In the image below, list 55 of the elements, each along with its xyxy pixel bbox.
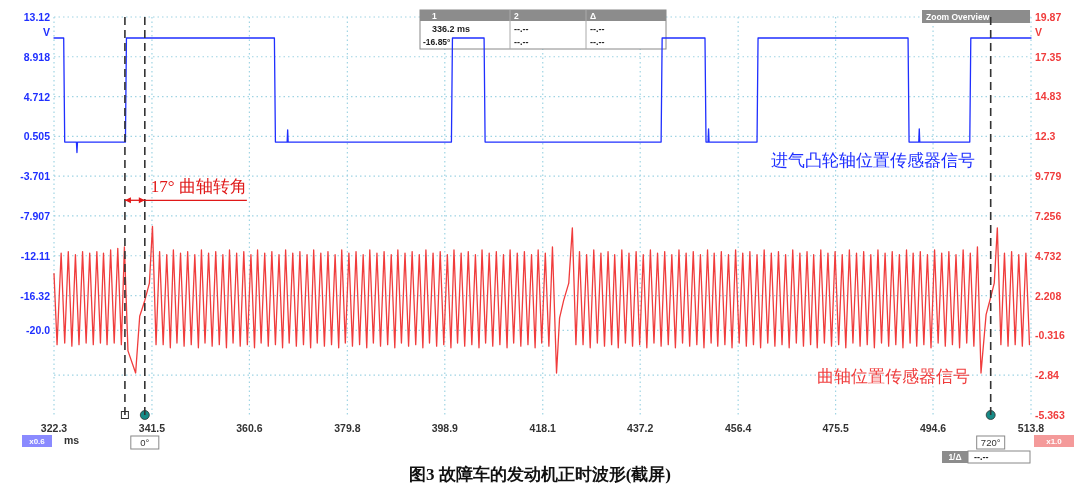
text: --.-- [974, 452, 989, 462]
x-tick-label: 513.8 [1017, 422, 1045, 434]
annotation: --.-- [514, 37, 529, 47]
text: x0.6 [29, 437, 46, 446]
y2-tick-label: -2.84 [1035, 369, 1060, 382]
text: 720° [980, 437, 1001, 448]
text: 0° [140, 437, 150, 448]
x-tick-label: 494.6 [919, 422, 947, 434]
y-tick-label: -16.32 [20, 289, 51, 302]
x-tick-label: 398.9 [431, 422, 459, 434]
y-tick-label: 13.12 [23, 11, 51, 23]
annotation: 336.2 ms [432, 24, 471, 34]
series-label: 进气凸轮轴位置传感器信号 [771, 151, 975, 170]
y2-tick-label: 12.3 [1035, 130, 1056, 143]
y-tick-label: -3.701 [20, 170, 51, 183]
annotation: Δ [590, 11, 597, 21]
y-tick-label: -20.0 [26, 324, 51, 337]
x-tick-label: 475.5 [822, 422, 849, 434]
annotation: --.-- [590, 24, 605, 34]
y2-tick-label: 4.732 [1035, 249, 1062, 262]
y2-tick-label: -0.316 [1035, 329, 1065, 342]
y2-axis-title: V [1035, 26, 1043, 38]
y-tick-label: -7.907 [20, 209, 51, 222]
y-tick-label: 8.918 [23, 50, 51, 63]
annotation: 1 [432, 11, 437, 21]
annotation: 2 [514, 11, 519, 21]
line-series [53, 37, 1032, 154]
x-tick-label: 341.5 [138, 422, 166, 434]
annotation: --.-- [514, 24, 529, 34]
y-axis-title: V [42, 26, 50, 38]
y2-tick-label: 19.87 [1035, 11, 1062, 23]
y-tick-label: -12.11 [20, 249, 51, 262]
x-tick-label: 437.2 [627, 422, 654, 434]
text: 1/Δ [948, 452, 962, 462]
y2-tick-label: 17.35 [1035, 50, 1062, 63]
y2-tick-label: 7.256 [1035, 209, 1062, 222]
x-tick-label: 418.1 [529, 422, 557, 434]
text: x1.0 [1046, 437, 1063, 446]
y-tick-label: 0.505 [23, 130, 51, 143]
annotation: 17° 曲轴转角 [150, 177, 247, 197]
caption: 图3 故障车的发动机正时波形(截屏) [408, 465, 672, 484]
y2-tick-label: -5.363 [1035, 409, 1065, 421]
x-axis-title: ms [64, 434, 80, 446]
annotation: --.-- [590, 37, 605, 47]
x-tick-label: 456.4 [725, 422, 752, 434]
y-tick-label: 4.712 [23, 90, 51, 103]
y2-tick-label: 9.779 [1035, 170, 1062, 183]
y2-tick-label: 14.83 [1035, 90, 1062, 103]
y2-tick-label: 2.208 [1035, 289, 1062, 302]
annotation: -16.85° [423, 37, 452, 47]
x-tick-label: 379.8 [334, 422, 361, 434]
x-tick-label: 360.6 [236, 422, 263, 434]
annotation: Zoom Overview [926, 12, 990, 22]
x-tick-label: 322.3 [40, 422, 68, 434]
series-label: 曲轴位置传感器信号 [817, 367, 970, 386]
